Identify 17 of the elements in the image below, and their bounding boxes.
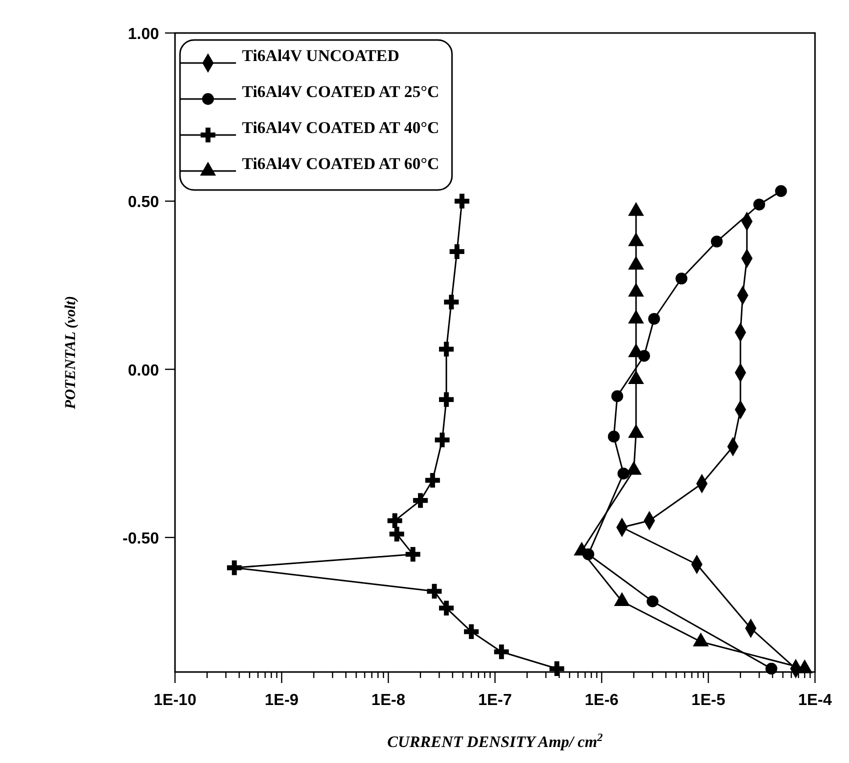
y-tick-label: 1.00 [128, 26, 160, 43]
x-tick-label: 1E-5 [691, 692, 726, 709]
x-tick-label: 1E-6 [584, 692, 619, 709]
legend-label: Ti6Al4V COATED AT 40°C [242, 118, 440, 137]
x-tick-label: 1E-8 [371, 692, 406, 709]
legend-label: Ti6Al4V COATED AT 60°C [242, 154, 440, 173]
x-tick-label: 1E-10 [154, 692, 196, 709]
legend-label: Ti6Al4V COATED AT 25°C [242, 82, 440, 101]
x-tick-label: 1E-9 [264, 692, 299, 709]
y-tick-label: 0.00 [128, 362, 160, 380]
x-axis-title: CURRENT DENSITY Amp/ cm$^{2}$ [387, 732, 604, 751]
x-tick-label: 1E-7 [478, 692, 512, 709]
y-axis-title: POTENTAL (volt) [63, 296, 79, 410]
y-tick-label: -0.50 [122, 530, 160, 548]
legend-label: Ti6Al4V UNCOATED [242, 46, 400, 65]
y-tick-label: 0.50 [128, 194, 160, 212]
x-tick-label: 1E-4 [798, 692, 832, 709]
